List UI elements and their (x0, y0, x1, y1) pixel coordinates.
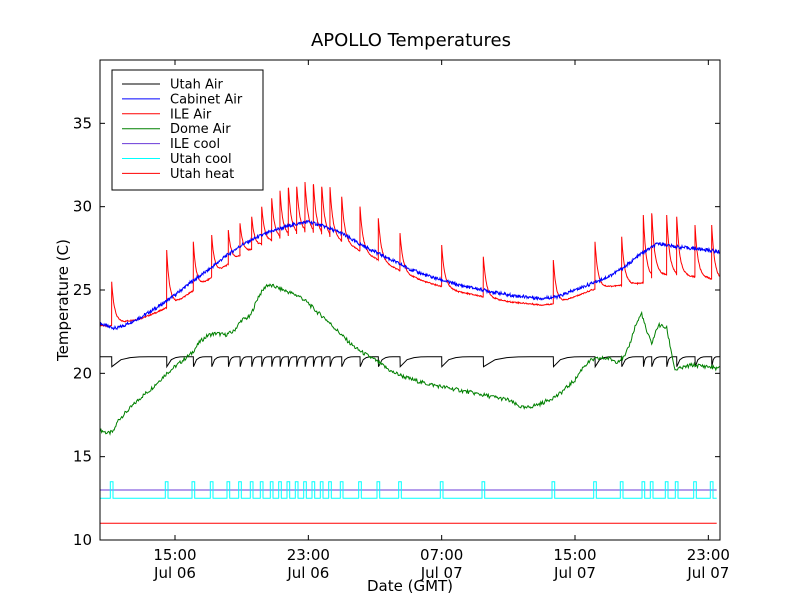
legend-box (111, 69, 264, 191)
legend-label: Utah Air (170, 78, 223, 93)
x-tick-label-time: 07:00 (420, 546, 463, 564)
y-tick-label: 30 (73, 198, 92, 216)
legend-label: ILE cool (170, 137, 220, 152)
x-tick-label-time: 23:00 (687, 546, 730, 564)
legend-label: Utah heat (170, 167, 234, 182)
legend-label: Dome Air (170, 122, 231, 137)
y-tick-label: 15 (73, 448, 92, 466)
x-tick-label-date: Jul 07 (686, 564, 729, 582)
x-tick-label-date: Jul 06 (153, 564, 196, 582)
x-tick-label-time: 15:00 (553, 546, 596, 564)
series-utah-cool-line (100, 481, 717, 499)
series-utah-air-line (100, 356, 720, 369)
chart-title: APOLLO Temperatures (311, 30, 511, 51)
series-layer (100, 181, 720, 524)
legend-label: Utah cool (170, 152, 232, 167)
x-tick-label-time: 23:00 (287, 546, 330, 564)
y-tick-label: 20 (73, 364, 92, 382)
y-tick-label: 10 (73, 531, 92, 549)
series-cabinet-air-line (100, 219, 720, 331)
x-axis-label: Date (GMT) (367, 577, 453, 595)
x-tick-label-time: 15:00 (153, 546, 196, 564)
y-tick-label: 35 (73, 114, 92, 132)
x-tick-label-date: Jul 06 (286, 564, 329, 582)
series-dome-air-line (100, 283, 720, 436)
y-tick-label: 25 (73, 281, 92, 299)
y-axis: 10 15 20 25 30 35 (73, 114, 720, 549)
legend-label: ILE Air (170, 107, 212, 122)
plot-frame (99, 59, 721, 541)
y-axis-label: Temperature (C) (54, 239, 72, 362)
legend-label: Cabinet Air (170, 92, 243, 107)
x-tick-label-date: Jul 07 (420, 564, 463, 582)
x-tick-label-date: Jul 07 (553, 564, 596, 582)
